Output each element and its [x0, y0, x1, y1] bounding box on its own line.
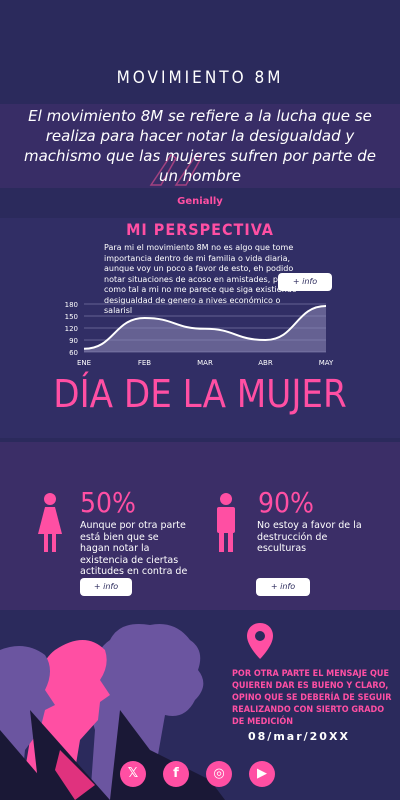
x-icon[interactable]: 𝕏	[120, 761, 146, 787]
perspective-text: Para mi el movimiento 8M no es algo que …	[104, 243, 297, 315]
banner-title: DÍA DE LA MUJER	[53, 372, 347, 416]
woman-icon	[38, 493, 62, 552]
y-tick-label: 60	[69, 349, 78, 357]
stats-band	[0, 442, 400, 610]
stat-value: 90%	[258, 486, 314, 519]
brand-label[interactable]: Genially	[177, 196, 223, 207]
x-tick-label: MAY	[319, 359, 334, 367]
closing-message: POR OTRA PARTE EL MENSAJE QUE QUIEREN DA…	[232, 669, 392, 727]
date-label: 08/mar/20XX	[248, 730, 350, 743]
x-tick-label: MAR	[197, 359, 213, 367]
page-title: MOVIMIENTO 8M	[116, 68, 284, 88]
quote-marks-icon	[149, 153, 203, 186]
stat-value: 50%	[80, 486, 136, 519]
quote-band	[0, 104, 400, 188]
quote-text: El movimiento 8M se refiere a la lucha q…	[24, 107, 376, 185]
line-chart: 60 90 120 150 180 ENE FEB MAR ABR MAY	[65, 301, 334, 367]
women-silhouettes-illustration	[0, 624, 225, 800]
y-tick-label: 120	[65, 325, 78, 333]
section-title: MI PERSPECTIVA	[126, 220, 274, 239]
instagram-icon[interactable]: ◎	[206, 761, 232, 787]
facebook-icon[interactable]: f	[163, 761, 189, 787]
y-tick-label: 180	[65, 301, 78, 309]
location-pin-icon	[247, 623, 273, 659]
y-tick-label: 150	[65, 313, 78, 321]
x-tick-label: FEB	[138, 359, 151, 367]
info-button[interactable]: + info	[278, 273, 332, 291]
stat-text: Aunque por otra parte está bien que se h…	[80, 520, 188, 577]
x-tick-label: ENE	[77, 359, 91, 367]
youtube-icon[interactable]: ▶	[249, 761, 275, 787]
x-tick-label: ABR	[258, 359, 273, 367]
y-tick-label: 90	[69, 337, 78, 345]
info-button[interactable]: + info	[80, 578, 132, 596]
stat-text: No estoy a favor de la destrucción de es…	[257, 520, 362, 554]
info-button[interactable]: + info	[256, 578, 310, 596]
man-icon	[217, 493, 235, 552]
